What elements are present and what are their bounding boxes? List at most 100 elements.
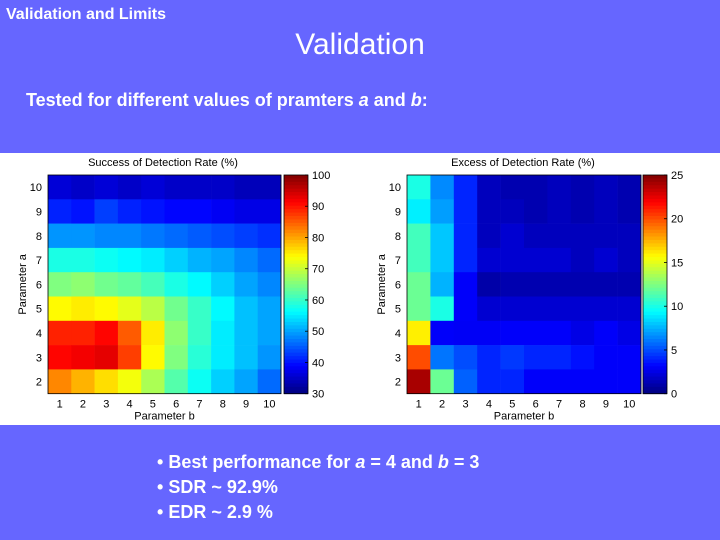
heatmap-cell bbox=[257, 223, 282, 249]
heatmap-cell bbox=[164, 199, 189, 224]
colorbar-segment bbox=[643, 308, 667, 313]
heatmap-cell bbox=[500, 345, 525, 370]
heatmap-cell bbox=[211, 199, 235, 224]
heatmap-cell bbox=[547, 247, 572, 273]
heatmap-cell bbox=[500, 320, 525, 346]
colorbar-segment bbox=[643, 315, 667, 319]
heatmap-cell bbox=[211, 345, 235, 370]
heatmap-cell bbox=[570, 199, 595, 224]
colorbar-segment bbox=[284, 311, 308, 316]
subtitle-param-b: b bbox=[410, 90, 422, 110]
heatmap-cell bbox=[524, 272, 548, 297]
colorbar-segment bbox=[284, 301, 308, 306]
y-axis-label: Parameter a bbox=[376, 253, 388, 314]
heatmap-cell bbox=[477, 247, 501, 273]
heatmap-cell bbox=[211, 247, 235, 273]
heatmap-cell bbox=[234, 199, 258, 224]
colorbar-segment bbox=[284, 253, 308, 258]
colorbar-segment bbox=[284, 188, 308, 193]
colorbar-segment bbox=[643, 219, 667, 224]
heatmap-cell bbox=[164, 272, 189, 297]
x-tick-label: 2 bbox=[80, 399, 86, 411]
heatmap-cell bbox=[48, 320, 72, 346]
heatmap-cell bbox=[48, 223, 72, 249]
colorbar-segment bbox=[284, 287, 308, 292]
heatmap-cell bbox=[234, 369, 258, 394]
colorbar-segment bbox=[284, 270, 308, 275]
heatmap-cell bbox=[257, 369, 282, 394]
colorbar-segment bbox=[643, 311, 667, 316]
colorbar-tick-label: 100 bbox=[312, 170, 330, 182]
x-tick-label: 7 bbox=[196, 399, 202, 411]
colorbar-segment bbox=[284, 369, 308, 374]
heatmap-cell bbox=[430, 320, 455, 346]
heatmap-cell bbox=[94, 369, 119, 394]
heatmap-cell bbox=[453, 296, 478, 322]
heatmap-cell bbox=[141, 247, 165, 273]
y-axis-label: Parameter a bbox=[17, 253, 29, 314]
heatmap-cell bbox=[547, 369, 572, 394]
colorbar-segment bbox=[643, 362, 667, 367]
heatmap-cell bbox=[617, 296, 642, 322]
colorbar-segment bbox=[643, 229, 667, 234]
heatmap-cell bbox=[594, 247, 618, 273]
heatmap-cell bbox=[48, 272, 72, 297]
colorbar-segment bbox=[643, 239, 667, 244]
heatmap-cell bbox=[164, 175, 189, 200]
heatmap-cell bbox=[477, 345, 501, 370]
colorbar-tick-label: 40 bbox=[312, 357, 324, 369]
heatmap-cell bbox=[164, 345, 189, 370]
x-tick-label: 7 bbox=[556, 399, 562, 411]
result-param-a: a bbox=[355, 452, 366, 472]
heatmap-cell bbox=[477, 272, 501, 297]
heatmap-cell bbox=[211, 369, 235, 394]
heatmap-cell bbox=[164, 223, 189, 249]
colorbar-segment bbox=[284, 195, 308, 200]
heatmap-cell bbox=[594, 175, 618, 200]
colorbar-segment bbox=[643, 274, 667, 278]
colorbar-segment bbox=[643, 366, 667, 371]
colorbar-frame bbox=[642, 174, 668, 395]
heatmap-cell bbox=[211, 320, 235, 346]
subtitle-text-3: : bbox=[421, 90, 428, 110]
x-axis-label: Parameter b bbox=[134, 411, 195, 423]
colorbar-segment bbox=[284, 349, 308, 354]
heatmap-cell bbox=[594, 345, 618, 370]
figure-panel: Success of Detection Rate (%) 1 2 3 4 5 6 7 8 9 10… bbox=[0, 153, 720, 425]
heatmap-cell bbox=[234, 345, 258, 370]
colorbar-segment bbox=[643, 369, 667, 374]
heatmap-cell bbox=[164, 320, 189, 346]
heatmap-cell bbox=[71, 175, 95, 200]
heatmap-figure: Success of Detection Rate (%)1 2 3 4 5 6 7 8 9 10… bbox=[17, 157, 683, 423]
colorbar-segment bbox=[643, 246, 667, 251]
heatmap-cell bbox=[117, 369, 142, 394]
x-tick-label: 3 bbox=[462, 399, 468, 411]
colorbar-segment bbox=[643, 257, 667, 261]
heatmap-cell bbox=[430, 345, 455, 370]
y-tick-label: 9 bbox=[395, 206, 401, 218]
chart-title: Success of Detection Rate (%) bbox=[88, 157, 238, 169]
colorbar-segment bbox=[643, 287, 667, 292]
colorbar-segment bbox=[643, 188, 667, 193]
y-tick-label: 7 bbox=[395, 255, 401, 267]
colorbar-segment bbox=[643, 178, 667, 183]
heatmap-cell bbox=[257, 247, 282, 273]
subtitle-text-2: and bbox=[368, 90, 411, 110]
heatmap-cell bbox=[453, 199, 478, 224]
colorbar-segment bbox=[643, 321, 667, 326]
colorbar-segment bbox=[284, 373, 308, 378]
heatmap-cell bbox=[477, 320, 501, 346]
heatmap-cell bbox=[617, 247, 642, 273]
colorbar-tick-label: 0 bbox=[671, 389, 677, 401]
result-sdr-text: SDR ~ 92.9% bbox=[163, 477, 278, 497]
x-tick-label: 1 bbox=[416, 399, 422, 411]
colorbar-segment bbox=[643, 212, 667, 217]
heatmap-cell bbox=[430, 223, 455, 249]
colorbar-segment bbox=[284, 209, 308, 213]
heatmap-cell bbox=[500, 175, 525, 200]
colorbar-segment bbox=[643, 253, 667, 258]
colorbar-segment bbox=[643, 373, 667, 378]
colorbar-segment bbox=[284, 205, 308, 210]
heatmap-cell bbox=[234, 320, 258, 346]
heatmap-cell bbox=[547, 199, 572, 224]
